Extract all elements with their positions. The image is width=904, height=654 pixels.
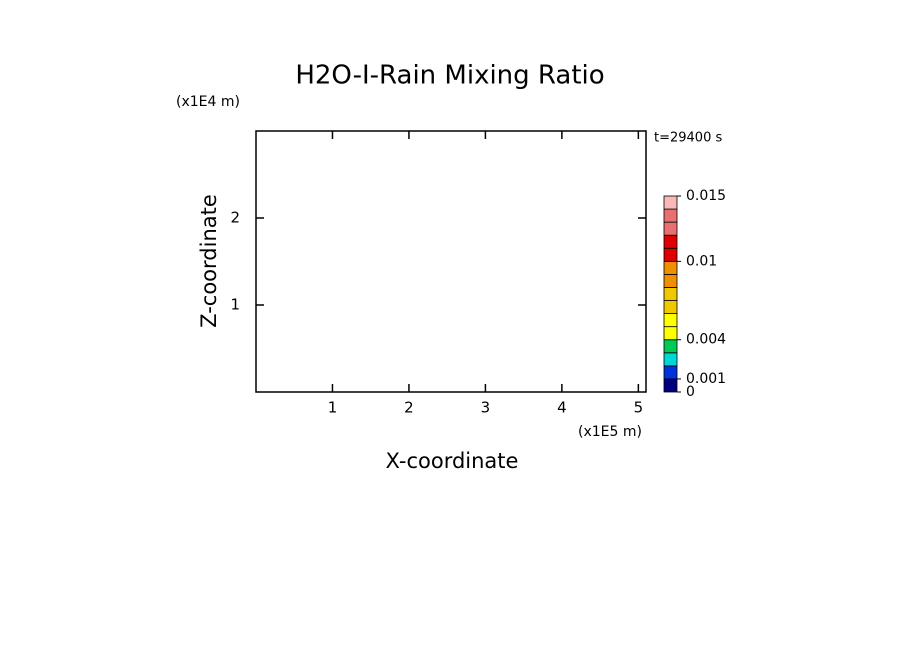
- plot-frame: [255, 130, 647, 393]
- colorbar-block: [663, 273, 678, 288]
- colorbar-block: [663, 221, 678, 236]
- colorbar-block: [663, 287, 678, 301]
- colorbar-block: [663, 195, 678, 210]
- x-tick-label: 1: [328, 399, 338, 417]
- y-tick-label: 1: [230, 296, 240, 314]
- colorbar-block: [663, 365, 678, 380]
- x-unit: (x1E5 m): [578, 424, 642, 440]
- colorbar-block: [663, 378, 678, 393]
- colorbar-tick-label: 0: [686, 384, 695, 400]
- x-tick-label: 5: [634, 399, 644, 417]
- colorbar-tick-label: 0.01: [686, 253, 717, 269]
- colorbar-block: [663, 352, 678, 367]
- colorbar-block: [663, 234, 678, 249]
- y-axis-label: Z-coordinate: [197, 194, 221, 328]
- y-unit: (x1E4 m): [176, 94, 240, 110]
- colorbar-tick-label: 0.001: [686, 371, 726, 387]
- x-tick-label: 2: [404, 399, 414, 417]
- y-tick-label: 2: [230, 209, 240, 227]
- colorbar-block: [663, 326, 678, 341]
- time-annotation: t=29400 s: [654, 131, 722, 146]
- chart-title: H2O-I-Rain Mixing Ratio: [295, 61, 604, 91]
- x-tick-label: 4: [557, 399, 567, 417]
- colorbar-block: [663, 260, 678, 275]
- colorbar-block: [663, 313, 678, 328]
- colorbar-block: [663, 208, 678, 223]
- colorbar-tick-label: 0.004: [686, 332, 726, 348]
- colorbar-tick-label: 0.015: [686, 188, 726, 204]
- x-tick-label: 3: [481, 399, 491, 417]
- colorbar-block: [663, 300, 678, 314]
- colorbar-block: [663, 247, 678, 262]
- colorbar-block: [663, 339, 678, 354]
- x-axis-label: X-coordinate: [386, 449, 519, 473]
